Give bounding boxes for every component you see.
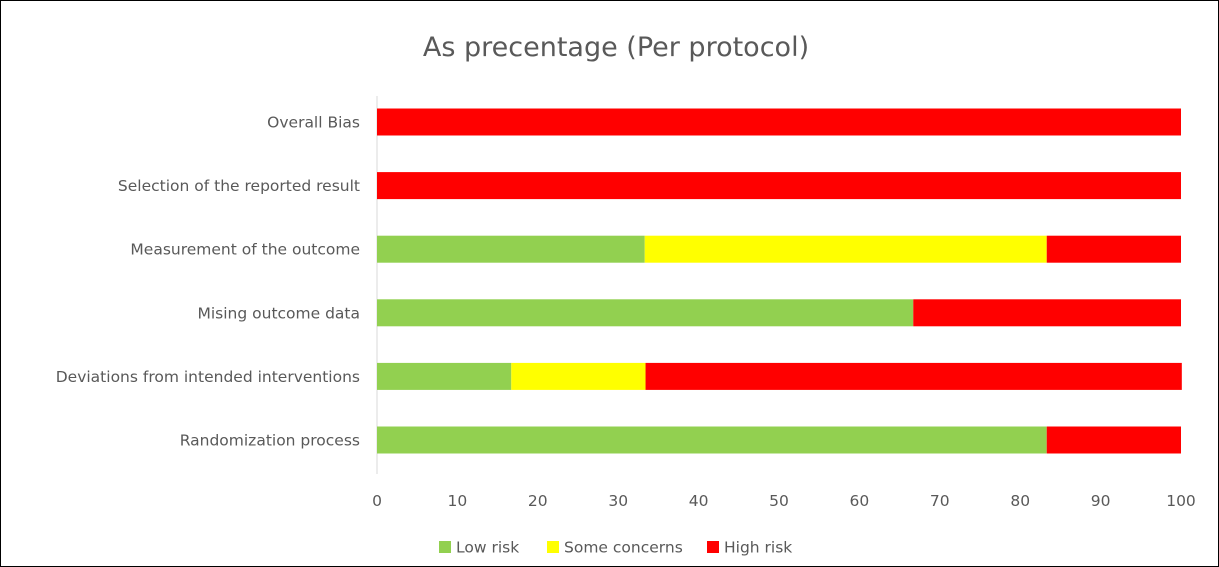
chart-title: As precentage (Per protocol) [423, 32, 809, 63]
category-label-selection-of-the-reported-result: Selection of the reported result [118, 177, 360, 195]
bar-high-risk-measurement-of-the-outcome [1046, 235, 1181, 263]
bar-high-risk-randomization-process [1046, 426, 1181, 454]
bar-low-risk-randomization-process [377, 426, 1047, 454]
category-label-randomization-process: Randomization process [180, 432, 360, 450]
x-tick-label-90: 90 [1091, 492, 1111, 510]
bar-low-risk-deviations-from-intended-interventions [377, 362, 512, 390]
x-tick-label-80: 80 [1010, 492, 1030, 510]
bar-high-risk-mising-outcome-data [913, 299, 1181, 327]
bar-some-concerns-deviations-from-intended-interventions [511, 362, 646, 390]
x-tick-label-50: 50 [769, 492, 789, 510]
bar-low-risk-mising-outcome-data [377, 299, 914, 327]
x-tick-label-20: 20 [528, 492, 548, 510]
legend-label-high-risk: High risk [724, 539, 792, 557]
x-tick-label-70: 70 [930, 492, 950, 510]
category-label-mising-outcome-data: Mising outcome data [197, 304, 360, 322]
x-tick-label-0: 0 [372, 492, 382, 510]
x-tick-label-60: 60 [850, 492, 870, 510]
bar-low-risk-measurement-of-the-outcome [377, 235, 645, 263]
x-tick-label-100: 100 [1166, 492, 1196, 510]
x-tick-label-40: 40 [689, 492, 709, 510]
bar-high-risk-overall-bias [377, 108, 1181, 136]
category-label-deviations-from-intended-interventions: Deviations from intended interventions [56, 368, 360, 386]
category-labels: Overall Bias Selection of the reported re… [56, 114, 360, 450]
bar-high-risk-selection-of-the-reported-result [377, 172, 1181, 200]
x-tick-labels: 0 10 20 30 40 50 60 70 80 90 100 [372, 492, 1196, 510]
bar-some-concerns-measurement-of-the-outcome [644, 235, 1047, 263]
legend-label-some-concerns: Some concerns [564, 539, 683, 557]
legend-swatch-low-risk [439, 541, 451, 553]
legend-swatch-some-concerns [547, 541, 559, 553]
x-tick-label-10: 10 [448, 492, 468, 510]
x-tick-label-30: 30 [608, 492, 628, 510]
bar-high-risk-deviations-from-intended-interventions [645, 362, 1182, 390]
legend-label-low-risk: Low risk [456, 539, 519, 557]
legend: Low risk Some concerns High risk [439, 539, 792, 557]
category-label-measurement-of-the-outcome: Measurement of the outcome [130, 241, 360, 259]
bars-group [377, 108, 1182, 454]
category-label-overall-bias: Overall Bias [267, 114, 360, 132]
legend-swatch-high-risk [707, 541, 719, 553]
